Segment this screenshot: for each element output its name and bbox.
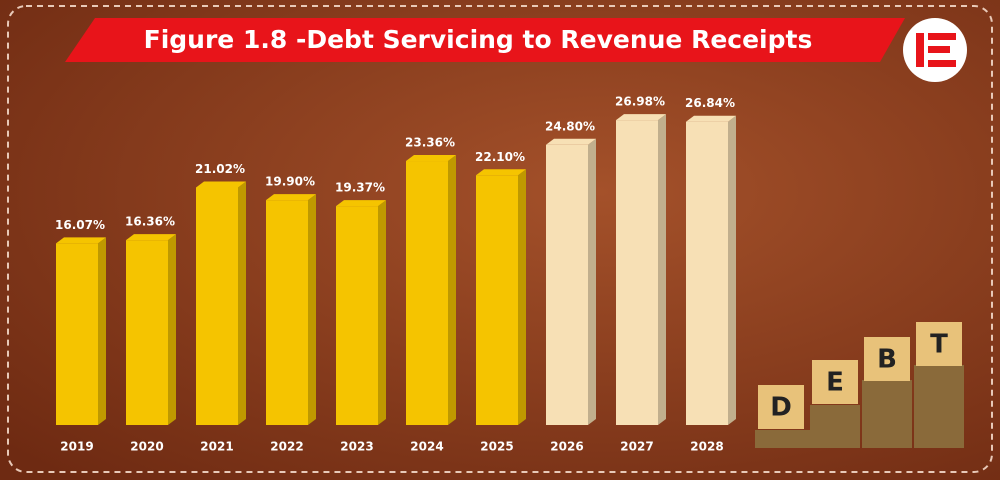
bar-top [56,237,106,244]
bar [686,121,728,425]
bar [546,144,588,425]
x-tick-label: 2025 [480,440,513,454]
bar-top [686,115,736,122]
x-tick-label: 2022 [270,440,303,454]
bar-top [616,114,666,121]
bar-side [448,155,456,426]
photo-block-letter: T [930,330,948,360]
value-label: 19.37% [335,181,385,195]
value-label: 16.36% [125,215,175,229]
bar-side [238,181,246,425]
bar-side [168,234,176,425]
bar [56,243,98,425]
bar [406,161,448,426]
x-tick-label: 2026 [550,440,583,454]
plot-area: 16.07% 2019 16.36% 2020 21.02% 2021 19.90% 2022… [55,95,736,454]
bar-top [476,169,526,176]
frame [7,5,993,473]
chart-title: Figure 1.8 -Debt Servicing to Revenue Re… [144,25,813,54]
bar-top [266,194,316,201]
bar [476,175,518,425]
x-tick-label: 2023 [340,440,373,454]
bar-top [196,181,246,188]
bar-side [588,138,596,425]
title-banner [65,18,905,62]
x-tick-label: 2019 [60,440,93,454]
bar-top [546,138,596,145]
bar-side [518,169,526,425]
photo-block-letter: B [877,345,897,375]
value-label: 16.07% [55,218,105,232]
bar [266,200,308,425]
x-tick-label: 2027 [620,440,653,454]
value-label: 22.10% [475,150,525,164]
bar-side [378,200,386,425]
x-tick-label: 2024 [410,440,443,454]
bar-top [406,155,456,162]
bar [616,120,658,425]
value-label: 19.90% [265,175,315,189]
bar-top [336,200,386,207]
debt-photo: D E B T [755,322,964,448]
photo-block-letter: E [826,368,844,398]
value-label: 26.84% [685,96,735,110]
bar [196,187,238,425]
value-label: 21.02% [195,162,245,176]
bar-side [658,114,666,425]
bar [126,240,168,425]
value-label: 26.98% [615,95,665,109]
value-label: 23.36% [405,136,455,150]
bar-side [728,115,736,425]
x-tick-label: 2021 [200,440,233,454]
bar-top [126,234,176,241]
x-tick-label: 2028 [690,440,723,454]
photo-block-letter: D [770,393,792,423]
bar [336,206,378,425]
logo [903,18,967,82]
x-tick-label: 2020 [130,440,163,454]
value-label: 24.80% [545,119,595,133]
bar-side [308,194,316,425]
bar-side [98,237,106,425]
